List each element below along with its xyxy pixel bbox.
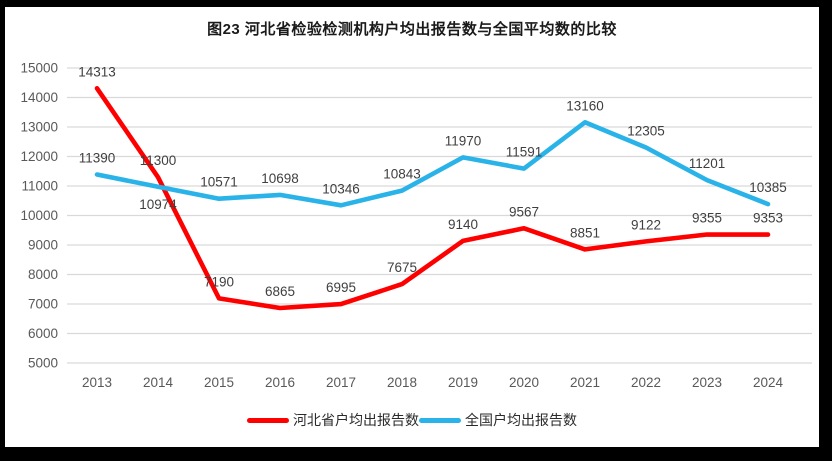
data-label-national: 13160 — [566, 98, 604, 113]
data-label-hebei: 14313 — [78, 64, 116, 79]
y-tick-label: 7000 — [28, 297, 58, 312]
data-label-hebei: 8851 — [570, 225, 600, 240]
y-tick-label: 5000 — [28, 356, 58, 371]
x-tick-label: 2019 — [448, 375, 478, 390]
y-tick-label: 6000 — [28, 326, 58, 341]
data-label-hebei: 9122 — [631, 217, 661, 232]
data-label-national: 11201 — [689, 156, 726, 171]
data-label-hebei: 9353 — [753, 211, 783, 226]
data-label-national: 10974 — [139, 197, 177, 212]
y-tick-label: 10000 — [20, 208, 58, 223]
data-label-national: 11591 — [506, 145, 543, 160]
data-label-national: 10571 — [200, 175, 238, 190]
x-tick-label: 2018 — [387, 375, 417, 390]
data-label-national: 12305 — [627, 124, 665, 139]
legend-line-swatch — [247, 417, 289, 423]
data-label-hebei: 7190 — [204, 274, 234, 289]
x-tick-label: 2017 — [326, 375, 356, 390]
x-tick-label: 2013 — [82, 375, 112, 390]
data-label-hebei: 6865 — [265, 284, 295, 299]
data-label-national: 11390 — [79, 150, 116, 165]
chart-svg: 5000 6000 7000 8000 9000 10000 11000 12000 13000… — [20, 61, 812, 390]
data-label-hebei: 9140 — [448, 217, 478, 232]
chart-legend: 河北省户均出报告数 全国户均出报告数 — [5, 410, 819, 430]
y-tick-label: 8000 — [28, 267, 58, 282]
data-label-national: 10385 — [749, 180, 787, 195]
data-label-national: 10698 — [261, 171, 299, 186]
x-tick-label: 2024 — [753, 375, 784, 390]
legend-label: 全国户均出报告数 — [465, 412, 577, 428]
x-tick-label: 2021 — [570, 375, 600, 390]
legend-item-national: 全国户均出报告数 — [419, 410, 577, 430]
data-label-hebei: 9355 — [692, 211, 722, 226]
data-label-national: 10346 — [322, 181, 360, 196]
x-tick-label: 2016 — [265, 375, 295, 390]
chart-title: 图23 河北省检验检测机构户均出报告数与全国平均数的比较 — [207, 21, 617, 38]
chart-plot-background: 图23 河北省检验检测机构户均出报告数与全国平均数的比较 5000 6000 700… — [5, 7, 819, 447]
data-label-hebei: 7675 — [387, 260, 417, 275]
data-label-national: 10843 — [383, 167, 421, 182]
legend-label: 河北省户均出报告数 — [293, 412, 419, 428]
legend-item-hebei: 河北省户均出报告数 — [247, 410, 419, 430]
y-tick-label: 13000 — [20, 120, 58, 135]
y-tick-label: 12000 — [20, 149, 58, 164]
series-line-national — [94, 120, 771, 208]
x-tick-label: 2023 — [692, 375, 722, 390]
x-tick-label: 2015 — [204, 375, 234, 390]
data-label-hebei: 9567 — [509, 204, 539, 219]
x-tick-label: 2020 — [509, 375, 539, 390]
y-tick-label: 14000 — [20, 90, 58, 105]
series-line-hebei — [94, 86, 771, 311]
y-tick-label: 15000 — [20, 61, 58, 76]
data-label-hebei: 6995 — [326, 280, 356, 295]
data-label-national: 11970 — [445, 133, 482, 148]
y-tick-label: 9000 — [28, 238, 58, 253]
x-tick-label: 2022 — [631, 375, 661, 390]
data-label-hebei: 11300 — [140, 153, 177, 168]
y-tick-label: 11000 — [21, 179, 58, 194]
legend-line-swatch — [419, 417, 461, 423]
x-tick-label: 2014 — [143, 375, 174, 390]
